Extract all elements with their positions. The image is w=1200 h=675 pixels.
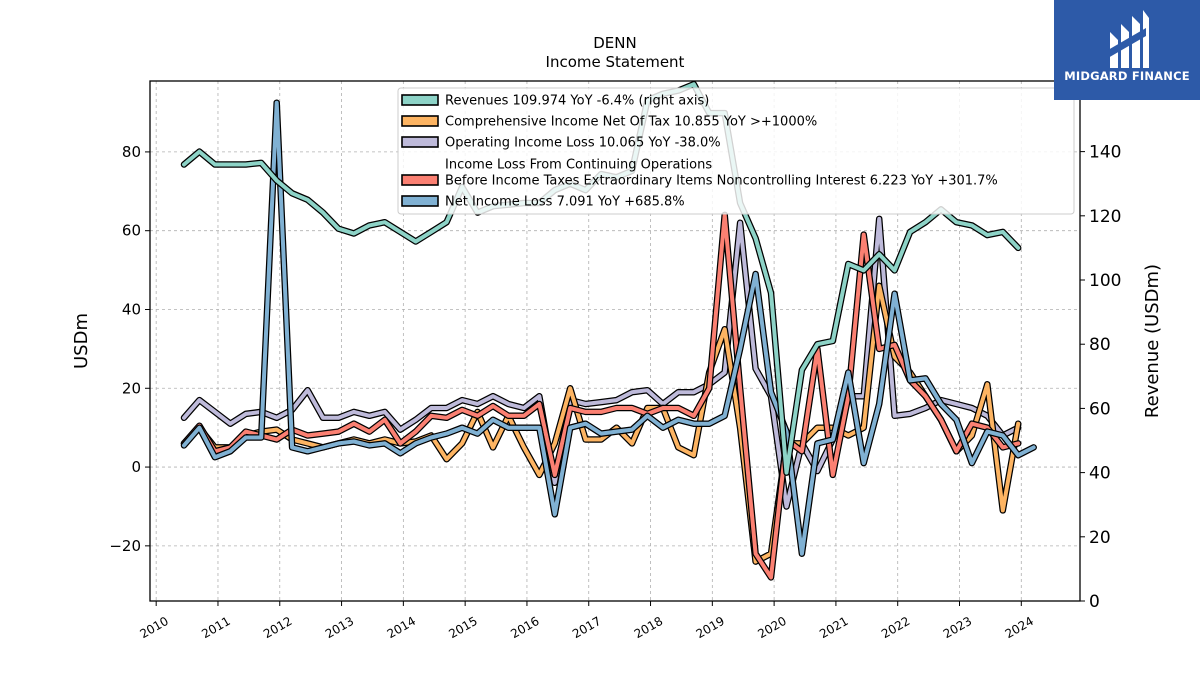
tick-label-right: 140 [1089,143,1121,163]
tick-label-right: 120 [1089,207,1121,227]
chart-title: DENN [593,34,636,52]
legend-label: Operating Income Loss 10.065 YoY -38.0% [445,136,721,151]
series-3 [180,211,1022,581]
series-line [182,212,1021,580]
legend: Revenues 109.974 YoY -6.4% (right axis) C… [397,87,1075,215]
tick-label-left: −20 [109,537,141,555]
series-line [182,216,1021,509]
legend-label: Income Loss From Continuing Operations Be… [445,158,998,189]
logo-text: MIDGARD FINANCE [1064,69,1190,83]
legend-label: Revenues 109.974 YoY -6.4% (right axis) [445,94,709,109]
series-line [182,100,1036,556]
plot-frame [149,80,1081,602]
series-2 [180,215,1022,510]
chart-subtitle: Income Statement [546,53,685,71]
tick-label-right: 60 [1089,399,1111,419]
tick-label-left: 80 [122,143,141,161]
tick-label-right: 100 [1089,271,1121,291]
legend-swatch [401,94,439,106]
left-axis: −20 0 20 40 60 80 [109,143,150,555]
legend-swatch [401,174,439,186]
legend-box [397,87,1075,215]
legend-swatch [401,136,439,148]
tick-label-right: 0 [1089,592,1100,612]
midgard-logo-icon [1108,10,1149,68]
legend-swatch [401,195,439,207]
legend-label: Comprehensive Income Net Of Tax 10.855 Y… [445,115,817,130]
tick-label-right: 80 [1089,335,1111,355]
left-axis-label: USDm [71,313,92,369]
tick-label-left: 20 [122,379,141,397]
midgard-logo: MIDGARD FINANCE [1054,0,1200,100]
legend-swatch [401,115,439,127]
right-axis-label: Revenue (USDm) [1142,264,1163,418]
tick-label-left: 0 [131,458,141,476]
tick-label-left: 60 [122,222,141,240]
legend-label: Net Income Loss 7.091 YoY +685.8% [445,195,685,210]
series-4 [180,99,1037,557]
tick-label-right: 20 [1089,528,1111,548]
tick-label-left: 40 [122,300,141,318]
tick-label-right: 40 [1089,464,1111,484]
